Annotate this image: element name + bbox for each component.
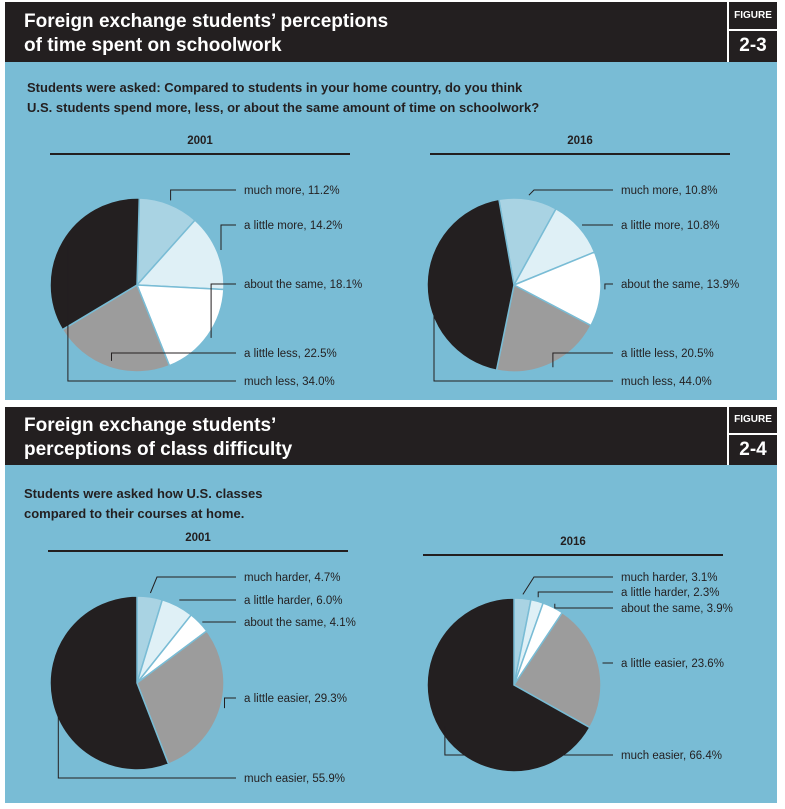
year-rule [48,550,348,552]
figure-2-3-title: Foreign exchange students’ perceptions o… [24,11,389,56]
figure-2-4-title: Foreign exchange students’ perceptions o… [24,415,293,460]
pie-slice-much-less [49,197,141,331]
leader-line [149,576,236,594]
leader-line [522,576,613,595]
pie-chart-2016-schoolwork: much more, 10.8% a little more, 10.8% abou… [426,185,739,388]
leader-line [528,189,613,196]
slice-label: a little easier, 29.3% [244,693,347,705]
pie-slice-a-little-easier [512,611,602,729]
chart-year-2016: 2016 [567,135,593,147]
figure-number: 2-3 [729,29,777,64]
year-rule [430,153,730,155]
slice-label: much less, 44.0% [621,376,712,388]
figure-2-3-badge: FIGURE 2-3 [727,2,777,62]
pie-slice-about-the-same [135,284,225,367]
slice-label: a little less, 20.5% [621,348,714,360]
pie-chart-2001-schoolwork: much more, 11.2% a little more, 14.2% abou… [49,185,362,388]
slice-label: much harder, 3.1% [621,572,718,584]
leader-line [552,352,613,368]
pie-slice-a-little-less [495,283,592,373]
pie-slice-much-easier [426,597,591,773]
pie-slice-about-the-same [512,251,602,327]
chart-year-2016: 2016 [560,536,586,548]
figure-2-3-header: Foreign exchange students’ perceptions o… [5,2,777,62]
leader-line [604,283,613,290]
slice-label: a little less, 22.5% [244,348,337,360]
figure-2-3-question: Students were asked: Compared to student… [27,80,540,115]
figure-label: FIGURE [734,10,772,21]
figure-number: 2-4 [729,433,777,467]
slice-label: a little harder, 2.3% [621,587,719,599]
leader-line [433,283,613,382]
pie-chart-2001-difficulty: much harder, 4.7% a little harder, 6.0% ab… [49,572,356,785]
pie-slice-much-easier [49,595,170,771]
leader-line [224,697,236,709]
chart-year-2001: 2001 [185,532,211,544]
leader-line [210,283,236,338]
leader-line [111,352,236,361]
pie-slice-much-less [426,198,515,372]
figure-2-4-question: Students were asked how U.S. classes com… [24,486,263,521]
leader-line [170,189,236,201]
slice-label: about the same, 4.1% [244,617,356,629]
figure-label: FIGURE [734,414,772,425]
leader-line [220,224,236,250]
slice-label: much more, 10.8% [621,185,718,197]
slice-label: a little more, 10.8% [621,220,719,232]
slice-label: about the same, 3.9% [621,603,733,615]
leader-line [67,244,236,382]
leader-line [554,603,613,609]
pie-slice-a-little-more [135,219,225,291]
slice-label: about the same, 18.1% [244,279,362,291]
figure-2-4-header: Foreign exchange students’ perceptions o… [5,407,777,465]
leader-line [57,697,236,779]
slice-label: a little easier, 23.6% [621,658,724,670]
slice-label: a little more, 14.2% [244,220,342,232]
slice-label: about the same, 13.9% [621,279,739,291]
slice-label: much easier, 55.9% [244,773,345,785]
leader-line [444,725,613,756]
chart-year-2001: 2001 [187,135,213,147]
figure-2-4-badge: FIGURE 2-4 [727,407,777,465]
slice-label: much less, 34.0% [244,376,335,388]
year-rule [50,153,350,155]
slice-label: a little harder, 6.0% [244,595,342,607]
pie-slice-a-little-easier [136,629,225,766]
slice-label: much easier, 66.4% [621,750,722,762]
pie-chart-2016-difficulty: much harder, 3.1% a little harder, 2.3% ab… [426,572,733,773]
slice-label: much more, 11.2% [244,185,340,197]
year-rule [423,554,723,556]
leader-line [537,591,613,598]
slice-label: much harder, 4.7% [244,572,341,584]
